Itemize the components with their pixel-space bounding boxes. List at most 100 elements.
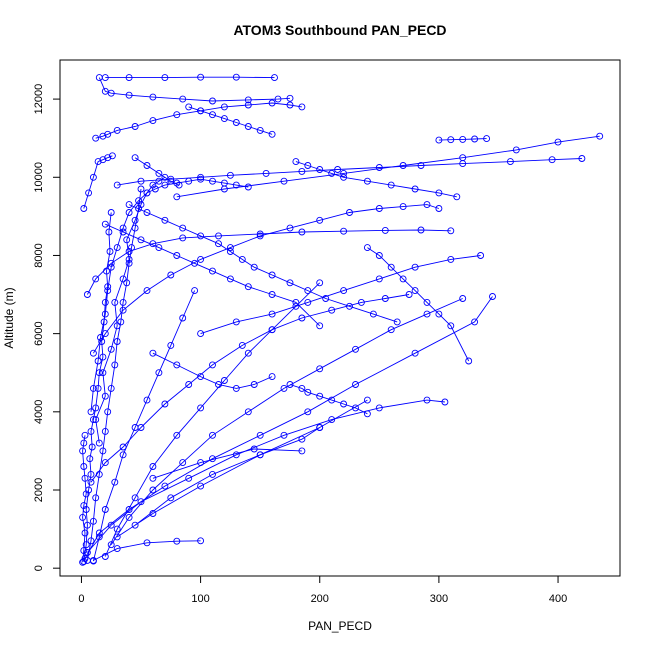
- data-point: [179, 314, 187, 322]
- data-point: [483, 135, 491, 143]
- data-point: [238, 341, 246, 349]
- series-line-15: [117, 158, 582, 186]
- data-layer: [79, 73, 604, 566]
- data-point: [268, 373, 276, 381]
- data-point: [94, 158, 102, 166]
- data-point: [375, 164, 383, 171]
- data-point: [250, 263, 258, 271]
- data-point: [435, 189, 443, 197]
- data-point: [119, 451, 127, 459]
- data-point: [137, 498, 145, 506]
- data-point: [286, 224, 294, 232]
- series-line-31: [188, 106, 273, 135]
- data-point: [104, 408, 112, 416]
- data-point: [179, 224, 187, 232]
- data-point: [340, 169, 348, 177]
- data-point: [123, 279, 131, 287]
- data-point: [161, 482, 169, 490]
- data-point: [209, 431, 216, 439]
- data-point: [512, 146, 520, 154]
- series-line-14: [90, 178, 249, 412]
- data-point: [113, 126, 121, 134]
- data-point: [119, 224, 127, 232]
- data-point: [101, 459, 109, 467]
- data-point: [209, 361, 216, 369]
- data-point: [191, 287, 199, 295]
- data-point: [179, 459, 187, 467]
- data-point: [89, 384, 97, 392]
- x-tick-label: 300: [430, 593, 448, 605]
- data-point: [197, 330, 205, 338]
- y-tick-label: 2000: [33, 478, 45, 502]
- data-point: [101, 553, 109, 560]
- data-point: [405, 291, 413, 298]
- data-point: [99, 369, 107, 377]
- data-point: [101, 310, 109, 318]
- data-point: [340, 227, 348, 235]
- data-point: [262, 169, 270, 177]
- series-line-9: [87, 399, 445, 553]
- series-line-5: [104, 282, 321, 557]
- data-point: [292, 302, 300, 310]
- data-point: [369, 310, 377, 318]
- data-point: [286, 101, 294, 109]
- data-point: [399, 275, 407, 283]
- data-point: [244, 101, 252, 109]
- data-point: [268, 130, 276, 138]
- data-point: [131, 123, 139, 130]
- data-point: [111, 298, 119, 306]
- data-point: [554, 138, 562, 146]
- data-point: [92, 275, 100, 283]
- series-line-3: [86, 188, 142, 561]
- data-point: [340, 173, 348, 181]
- data-point: [107, 209, 115, 216]
- data-point: [143, 287, 151, 295]
- data-point: [107, 541, 115, 549]
- data-point: [81, 529, 89, 537]
- data-point: [161, 181, 169, 189]
- data-point: [125, 201, 133, 209]
- data-point: [131, 521, 139, 529]
- data-point: [104, 287, 112, 295]
- data-point: [232, 119, 240, 126]
- data-point: [250, 445, 258, 453]
- data-point: [119, 306, 127, 314]
- data-point: [226, 275, 234, 283]
- data-point: [256, 232, 264, 240]
- data-point: [83, 291, 91, 298]
- data-point: [244, 408, 252, 416]
- data-point: [381, 295, 389, 302]
- data-point: [465, 357, 473, 365]
- data-point: [387, 326, 395, 334]
- data-point: [363, 244, 371, 252]
- data-point: [155, 244, 163, 252]
- series-line-6: [110, 298, 463, 545]
- data-point: [155, 369, 163, 377]
- data-point: [85, 189, 93, 197]
- data-point: [316, 279, 324, 287]
- y-tick-label: 6000: [33, 321, 45, 345]
- x-tick-label: 400: [549, 593, 567, 605]
- series-line-24: [105, 223, 321, 327]
- data-point: [232, 181, 240, 189]
- data-point: [363, 396, 371, 404]
- data-point: [316, 216, 324, 224]
- data-point: [155, 169, 163, 177]
- x-tick-label: 100: [191, 593, 209, 605]
- data-point: [179, 95, 187, 103]
- data-point: [393, 318, 401, 326]
- data-point: [280, 431, 288, 439]
- data-point: [286, 279, 294, 287]
- data-point: [506, 158, 514, 166]
- data-point: [113, 181, 121, 189]
- data-point: [215, 232, 222, 240]
- data-point: [489, 293, 496, 300]
- x-axis-label: PAN_PECD: [308, 619, 372, 633]
- data-point: [399, 162, 407, 169]
- data-point: [197, 175, 205, 183]
- data-point: [238, 255, 246, 263]
- data-point: [101, 220, 109, 228]
- data-point: [441, 398, 449, 406]
- data-point: [226, 244, 234, 252]
- series-line-21: [93, 204, 440, 354]
